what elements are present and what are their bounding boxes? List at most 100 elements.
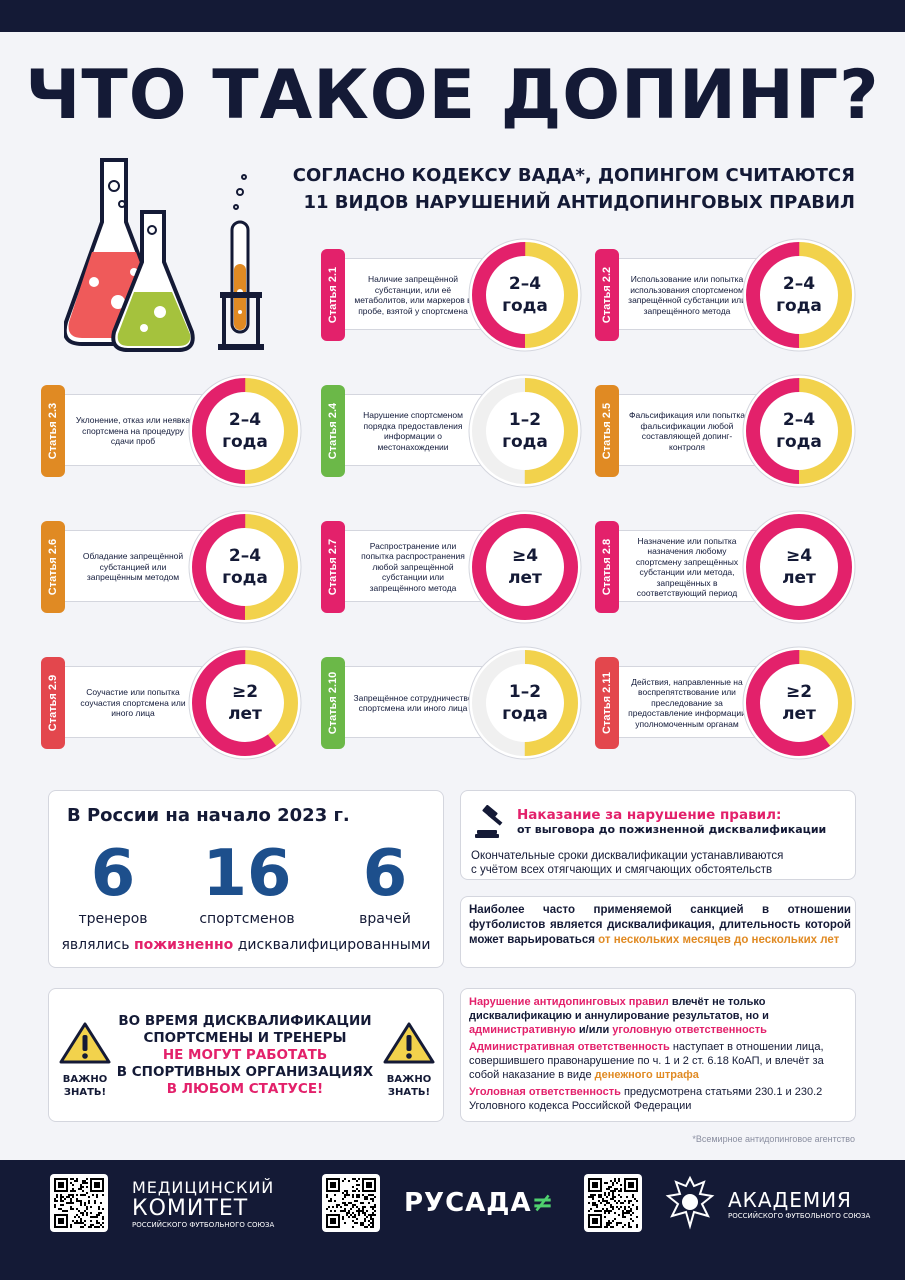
footer-bar: МЕДИЦИНСКИЙ КОМИТЕТ РОССИЙСКОГО ФУТБОЛЬН… [0,1160,905,1280]
duration-ring: 1–2 года [467,373,583,489]
ring-pink-arc [746,378,852,484]
article-description: Фальсификация или попытка фальсификации … [629,410,745,452]
gavel-icon [475,805,503,838]
stat-athletes: 16 спортсменов [177,841,317,927]
article-tab: Статья 2.10 [321,657,345,749]
article-tab: Статья 2.9 [41,657,65,749]
article-tab: Статья 2.4 [321,385,345,477]
article-label: Статья 2.11 [601,672,613,734]
stat-coaches-num: 6 [90,837,136,911]
article-label: Статья 2.9 [47,674,59,732]
liability-text: Нарушение антидопинговых правил влечёт н… [469,995,839,1113]
duration-text: 2–4 года [222,546,268,588]
sanction-text: Наиболее часто применяемой санкцией в от… [469,904,851,946]
duration-ring: ≥4 лет [467,509,583,625]
duration-text: ≥4 лет [508,546,542,588]
article-description: Действия, направленные на воспрепятствов… [628,676,746,729]
warning-left: ВАЖНО ЗНАТЬ! [59,1021,111,1099]
duration-ring: ≥2 лет [741,645,857,761]
article-description: Распространение или попытка распростране… [361,540,465,593]
article-description: Запрещённое сотрудничество спортсмена ил… [353,692,473,714]
ring-pink-arc [746,514,852,620]
ring-pink-arc [192,378,298,484]
medical-committee-logo: МЕДИЦИНСКИЙ КОМИТЕТ РОССИЙСКОГО ФУТБОЛЬН… [132,1178,275,1229]
article-card: Статья 2.11 Действия, направленные на вос… [595,646,856,760]
article-card: Статья 2.7 Распространение или попытка ра… [321,510,582,624]
warning-triangle-icon [59,1022,111,1064]
stat-athletes-num: 16 [202,837,292,911]
article-label: Статья 2.2 [601,266,613,324]
stat-doctors-label: врачей [359,911,411,927]
article-tab: Статья 2.6 [41,521,65,613]
sanction-panel: Наиболее часто применяемой санкцией в от… [460,896,856,968]
footnote: *Всемирное антидопинговое агентство [692,1134,855,1144]
article-tab: Статья 2.5 [595,385,619,477]
article-description: Нарушение спортсменом порядка предоставл… [363,410,463,452]
duration-text: 2–4 года [776,274,822,316]
article-label: Статья 2.7 [327,538,339,596]
russia-stats-title: В России на начало 2023 г. [67,805,350,826]
duration-ring: 2–4 года [187,373,303,489]
qr-code-rusada[interactable] [322,1174,380,1232]
article-description: Соучастие или попытка соучастия спортсме… [80,687,186,719]
ring-pink-arc [472,514,578,620]
warning-text: ВО ВРЕМЯ ДИСКВАЛИФИКАЦИИ СПОРТСМЕНЫ И ТР… [116,1013,374,1097]
ring-pink-arc [746,242,852,348]
article-tab: Статья 2.11 [595,657,619,749]
article-card: Статья 2.2 Использование или попытка испо… [595,238,856,352]
penalty-subtitle: от выговора до пожизненной дисквалификац… [517,823,827,836]
ring-pink-arc [192,514,298,620]
qr-code-academy[interactable] [584,1174,642,1232]
article-label: Статья 2.5 [601,402,613,460]
article-card: Статья 2.5 Фальсификация или попытка фаль… [595,374,856,488]
liability-p3: Уголовная ответственность предусмотрена … [469,1086,823,1112]
ring-pink-arc [472,242,578,348]
article-label: Статья 2.8 [601,538,613,596]
duration-text: ≥4 лет [782,546,816,588]
article-card: Статья 2.1 Наличие запрещённой субстанции… [321,238,582,352]
warning-panel: ВАЖНО ЗНАТЬ! ВО ВРЕМЯ ДИСКВАЛИФИКАЦИИ СПО… [48,988,444,1122]
stat-doctors-num: 6 [362,837,408,911]
duration-text: 1–2 года [502,410,548,452]
duration-text: 2–4 года [502,274,548,316]
article-label: Статья 2.6 [47,538,59,596]
duration-text: ≥2 лет [782,682,816,724]
article-label: Статья 2.10 [327,671,339,735]
article-description: Обладание запрещённой субстанцией или за… [82,551,184,583]
article-tab: Статья 2.7 [321,521,345,613]
duration-text: 1–2 года [502,682,548,724]
flasks-illustration [64,158,264,352]
liability-p2: Административная ответственность наступа… [469,1041,824,1081]
top-bar [0,0,905,32]
stat-doctors: 6 врачей [315,841,455,927]
ring-yellow-arc [472,650,578,756]
article-description: Назначение или попытка назначения любому… [635,535,739,599]
ring-yellow-arc [472,378,578,484]
rusada-mark-icon: ≠ [531,1188,555,1218]
article-card: Статья 2.6 Обладание запрещённой субстанц… [41,510,302,624]
duration-ring: ≥4 лет [741,509,857,625]
qr-code-medical[interactable] [50,1174,108,1232]
article-description: Наличие запрещённой субстанции, или её м… [354,274,472,316]
article-card: Статья 2.10 Запрещённое сотрудничество сп… [321,646,582,760]
ring-pink-arc [191,650,298,756]
qr-icon [588,1178,638,1228]
penalty-title: Наказание за нарушение правил: [517,807,782,823]
stat-athletes-label: спортсменов [199,911,295,927]
article-card: Статья 2.3 Уклонение, отказ или неявка сп… [41,374,302,488]
article-description: Использование или попытка использования … [628,274,746,316]
duration-ring: 2–4 года [741,373,857,489]
liability-panel: Нарушение антидопинговых правил влечёт н… [460,988,856,1122]
duration-ring: 2–4 года [467,237,583,353]
rfs-emblem-icon [665,1175,715,1230]
qr-icon [54,1178,104,1228]
stat-coaches: 6 тренеров [43,841,183,927]
duration-ring: 2–4 года [187,509,303,625]
article-tab: Статья 2.3 [41,385,65,477]
article-tab: Статья 2.1 [321,249,345,341]
duration-text: 2–4 года [776,410,822,452]
duration-text: ≥2 лет [228,682,262,724]
page-subtitle: СОГЛАСНО КОДЕКСУ ВАДА*, ДОПИНГОМ СЧИТАЮТ… [292,165,855,213]
liability-p1: Нарушение антидопинговых правил влечёт н… [469,996,769,1036]
article-label: Статья 2.1 [327,266,339,324]
